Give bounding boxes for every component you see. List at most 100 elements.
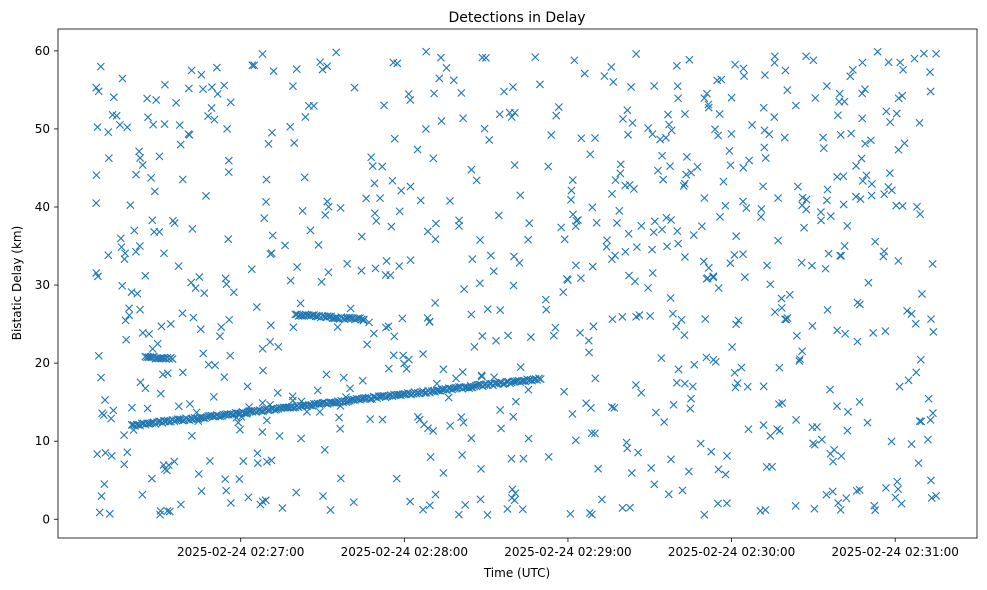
detection-point bbox=[253, 459, 262, 468]
detection-point bbox=[524, 235, 533, 244]
x-axis: 2025-02-24 02:27:00 2025-02-24 02:28:00 20… bbox=[177, 538, 959, 559]
detection-point bbox=[503, 504, 512, 513]
detection-point bbox=[370, 209, 379, 218]
detection-point bbox=[510, 252, 518, 261]
detection-point bbox=[684, 467, 693, 476]
detection-point bbox=[853, 337, 862, 346]
detection-point bbox=[168, 216, 177, 225]
detection-point bbox=[460, 285, 469, 294]
detection-point bbox=[666, 455, 675, 464]
detection-point bbox=[349, 498, 358, 507]
detection-point bbox=[848, 65, 857, 74]
detection-point bbox=[637, 388, 646, 397]
detection-point bbox=[286, 276, 295, 285]
detection-point bbox=[628, 118, 637, 127]
detection-point bbox=[248, 61, 257, 70]
detection-point bbox=[378, 162, 387, 171]
detection-point bbox=[544, 162, 553, 171]
detection-point bbox=[580, 69, 589, 78]
detection-point bbox=[262, 175, 271, 184]
detection-point bbox=[759, 421, 768, 430]
detection-point bbox=[368, 162, 377, 171]
detection-point bbox=[924, 394, 933, 403]
detection-point bbox=[757, 204, 766, 213]
detection-point bbox=[444, 393, 453, 402]
detection-point bbox=[892, 201, 901, 210]
detection-point bbox=[534, 374, 543, 383]
detection-point bbox=[260, 214, 269, 223]
detection-point bbox=[425, 501, 434, 510]
detection-point bbox=[233, 409, 242, 418]
detection-point bbox=[688, 382, 697, 391]
detection-point bbox=[266, 250, 275, 259]
detection-point bbox=[679, 181, 688, 190]
detection-point bbox=[856, 195, 865, 204]
detection-point bbox=[544, 452, 553, 461]
detection-point bbox=[665, 120, 674, 129]
detection-point bbox=[867, 191, 876, 200]
detection-point bbox=[907, 440, 916, 449]
detection-point bbox=[672, 61, 681, 70]
detection-point bbox=[229, 288, 238, 297]
detection-point bbox=[123, 123, 132, 132]
detection-point bbox=[258, 398, 267, 407]
detection-point bbox=[194, 469, 203, 478]
detection-point bbox=[572, 216, 581, 225]
detection-point bbox=[609, 77, 618, 86]
detection-point bbox=[104, 128, 113, 137]
detection-point bbox=[173, 415, 182, 424]
detection-point bbox=[732, 320, 741, 329]
detection-point bbox=[499, 380, 508, 389]
detection-point bbox=[713, 499, 722, 508]
y-tick-label: 0 bbox=[42, 512, 50, 526]
detection-point bbox=[731, 383, 740, 392]
detection-point bbox=[148, 344, 157, 353]
y-tick-label: 10 bbox=[35, 434, 50, 448]
detection-point bbox=[882, 107, 891, 116]
detection-point bbox=[170, 457, 179, 466]
detection-point bbox=[226, 351, 235, 360]
detection-point bbox=[726, 161, 735, 170]
detection-point bbox=[304, 401, 313, 410]
detection-point bbox=[826, 212, 835, 221]
detection-point bbox=[100, 396, 109, 405]
detection-point bbox=[149, 120, 158, 129]
detection-point bbox=[442, 63, 451, 72]
detection-point bbox=[300, 173, 309, 182]
detection-point bbox=[92, 268, 101, 277]
detection-point bbox=[896, 58, 905, 67]
detection-point bbox=[319, 492, 328, 501]
detection-point bbox=[571, 436, 580, 445]
detection-point bbox=[649, 228, 658, 237]
detection-point bbox=[316, 58, 325, 67]
detection-point bbox=[673, 82, 682, 91]
detection-point bbox=[221, 475, 230, 484]
detection-point bbox=[770, 113, 779, 122]
detection-point bbox=[707, 447, 716, 456]
detection-point bbox=[517, 377, 526, 386]
detection-point bbox=[121, 316, 130, 325]
detection-point bbox=[392, 474, 401, 483]
detection-point bbox=[833, 172, 842, 181]
detection-point bbox=[250, 61, 259, 70]
detection-point bbox=[406, 256, 415, 265]
detection-point bbox=[727, 93, 736, 102]
detection-point bbox=[557, 223, 566, 232]
detection-point bbox=[862, 171, 871, 180]
detection-point bbox=[225, 315, 234, 324]
detection-point bbox=[187, 278, 196, 287]
detection-point bbox=[774, 236, 783, 245]
detection-point bbox=[452, 374, 461, 383]
detection-point bbox=[145, 330, 154, 339]
detection-point bbox=[880, 247, 889, 256]
detection-point bbox=[224, 156, 233, 165]
detection-point bbox=[432, 379, 441, 388]
detection-point bbox=[381, 323, 390, 332]
detection-point bbox=[191, 284, 200, 293]
detection-point bbox=[802, 195, 811, 204]
detection-point bbox=[836, 505, 845, 514]
detection-point bbox=[143, 404, 152, 413]
detection-point bbox=[477, 372, 486, 381]
detection-point bbox=[584, 336, 593, 345]
detection-point bbox=[744, 425, 753, 434]
